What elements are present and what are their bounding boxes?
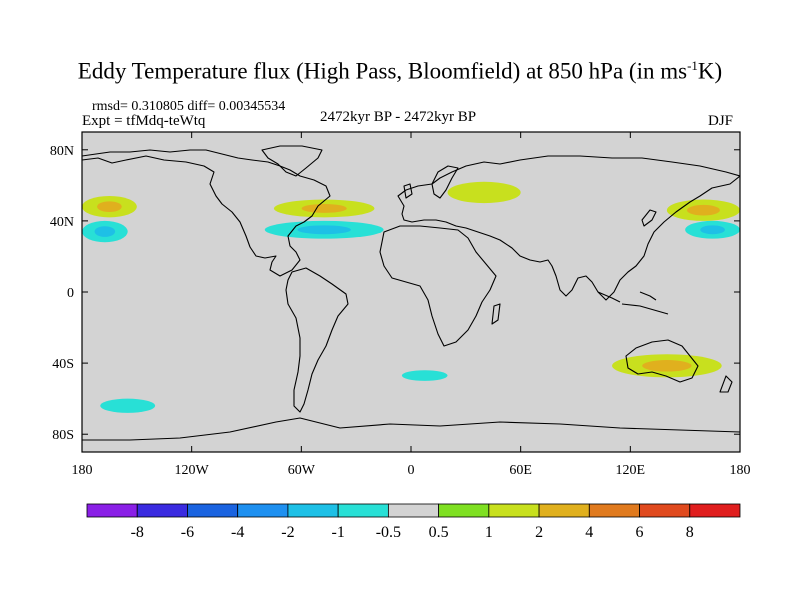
colorbar-label: -4 [231, 524, 244, 541]
anomaly-layer [82, 181, 740, 413]
coastline-scandinavia [431, 165, 459, 199]
colorbar-label: -8 [131, 524, 144, 541]
anomaly-core-4 [686, 204, 720, 216]
colorbar-swatch [387, 503, 440, 518]
colorbar-swatch [287, 503, 339, 518]
x-tick-label: 180 [730, 463, 751, 478]
colorbar-swatch [337, 503, 389, 518]
anomaly-core-5 [700, 225, 725, 235]
coastline-africa [379, 225, 497, 347]
anomaly-core-1 [297, 225, 351, 235]
colorbar: -8 -6 -4 -2 -1 -0.5 0.5 1 2 4 6 8 [86, 503, 741, 541]
x-tick-label: 60E [509, 463, 532, 478]
colorbar-swatch [86, 503, 138, 518]
colorbar-swatch [488, 503, 540, 518]
period-label: 2472kyr BP - 2472kyr BP [320, 109, 477, 125]
coastline-maritime-continent [597, 291, 669, 315]
anomaly-core-3 [94, 226, 116, 237]
title-end: K) [697, 58, 723, 84]
coastline-british-isles [403, 183, 413, 199]
coastline-japan [641, 209, 657, 227]
colorbar-swatch [689, 503, 741, 518]
colorbar-swatch [639, 503, 691, 518]
colorbar-label: -1 [331, 524, 344, 541]
colorbar-label: 4 [585, 524, 593, 541]
colorbar-swatch [538, 503, 590, 518]
axis-ticks: 180 120W 60W 0 60E 120E 180 80N 40N 0 40S 80S [50, 132, 751, 478]
colorbar-label: -6 [181, 524, 194, 541]
anomaly-core-0 [301, 204, 347, 213]
colorbar-swatch [588, 503, 640, 518]
y-tick-label: 40N [50, 215, 74, 230]
coastline-south-america [285, 267, 349, 413]
colorbar-label: 6 [636, 524, 644, 541]
colorbar-swatch [136, 503, 188, 518]
map-ocean-background [82, 132, 740, 452]
coastline-north-america [82, 149, 331, 277]
title-exponent: -1 [687, 58, 698, 73]
colorbar-label: -2 [281, 524, 294, 541]
colorbar-label: 2 [535, 524, 543, 541]
coastline-layer [82, 145, 740, 441]
experiment-label: Expt = tfMdq-teWtq [82, 113, 206, 129]
stats-line: rmsd= 0.310805 diff= 0.00345534 [92, 99, 286, 114]
colorbar-label: 8 [686, 524, 694, 541]
colorbar-label: 0.5 [429, 524, 449, 541]
anomaly-region-9 [401, 370, 448, 381]
x-tick-label: 0 [408, 463, 415, 478]
colorbar-swatch [237, 503, 289, 518]
x-tick-label: 60W [288, 463, 316, 478]
coastline-eurasia [397, 155, 740, 301]
colorbar-swatch [187, 503, 239, 518]
title-main: Eddy Temperature flux (High Pass, Bloomf… [77, 58, 688, 84]
x-tick-label: 180 [72, 463, 93, 478]
coastline-new-zealand [719, 375, 733, 393]
colorbar-label: -0.5 [376, 524, 401, 541]
anomaly-core-7 [642, 360, 692, 372]
season-label: DJF [708, 113, 734, 129]
coastline-australia [625, 339, 699, 383]
y-tick-label: 0 [67, 286, 74, 301]
y-tick-label: 40S [52, 357, 74, 372]
figure-title: Eddy Temperature flux (High Pass, Bloomf… [0, 58, 800, 85]
anomaly-core-2 [97, 201, 122, 213]
y-tick-label: 80S [52, 428, 74, 443]
x-tick-label: 120W [175, 463, 210, 478]
anomaly-region-8 [100, 398, 156, 413]
coastline-antarctica [82, 417, 740, 441]
coastline-greenland [261, 145, 323, 177]
x-tick-label: 120E [616, 463, 646, 478]
colorbar-swatch [438, 503, 490, 518]
y-tick-label: 80N [50, 144, 74, 159]
anomaly-region-6 [447, 181, 521, 204]
coastline-madagascar [491, 303, 501, 325]
colorbar-label: 1 [485, 524, 493, 541]
